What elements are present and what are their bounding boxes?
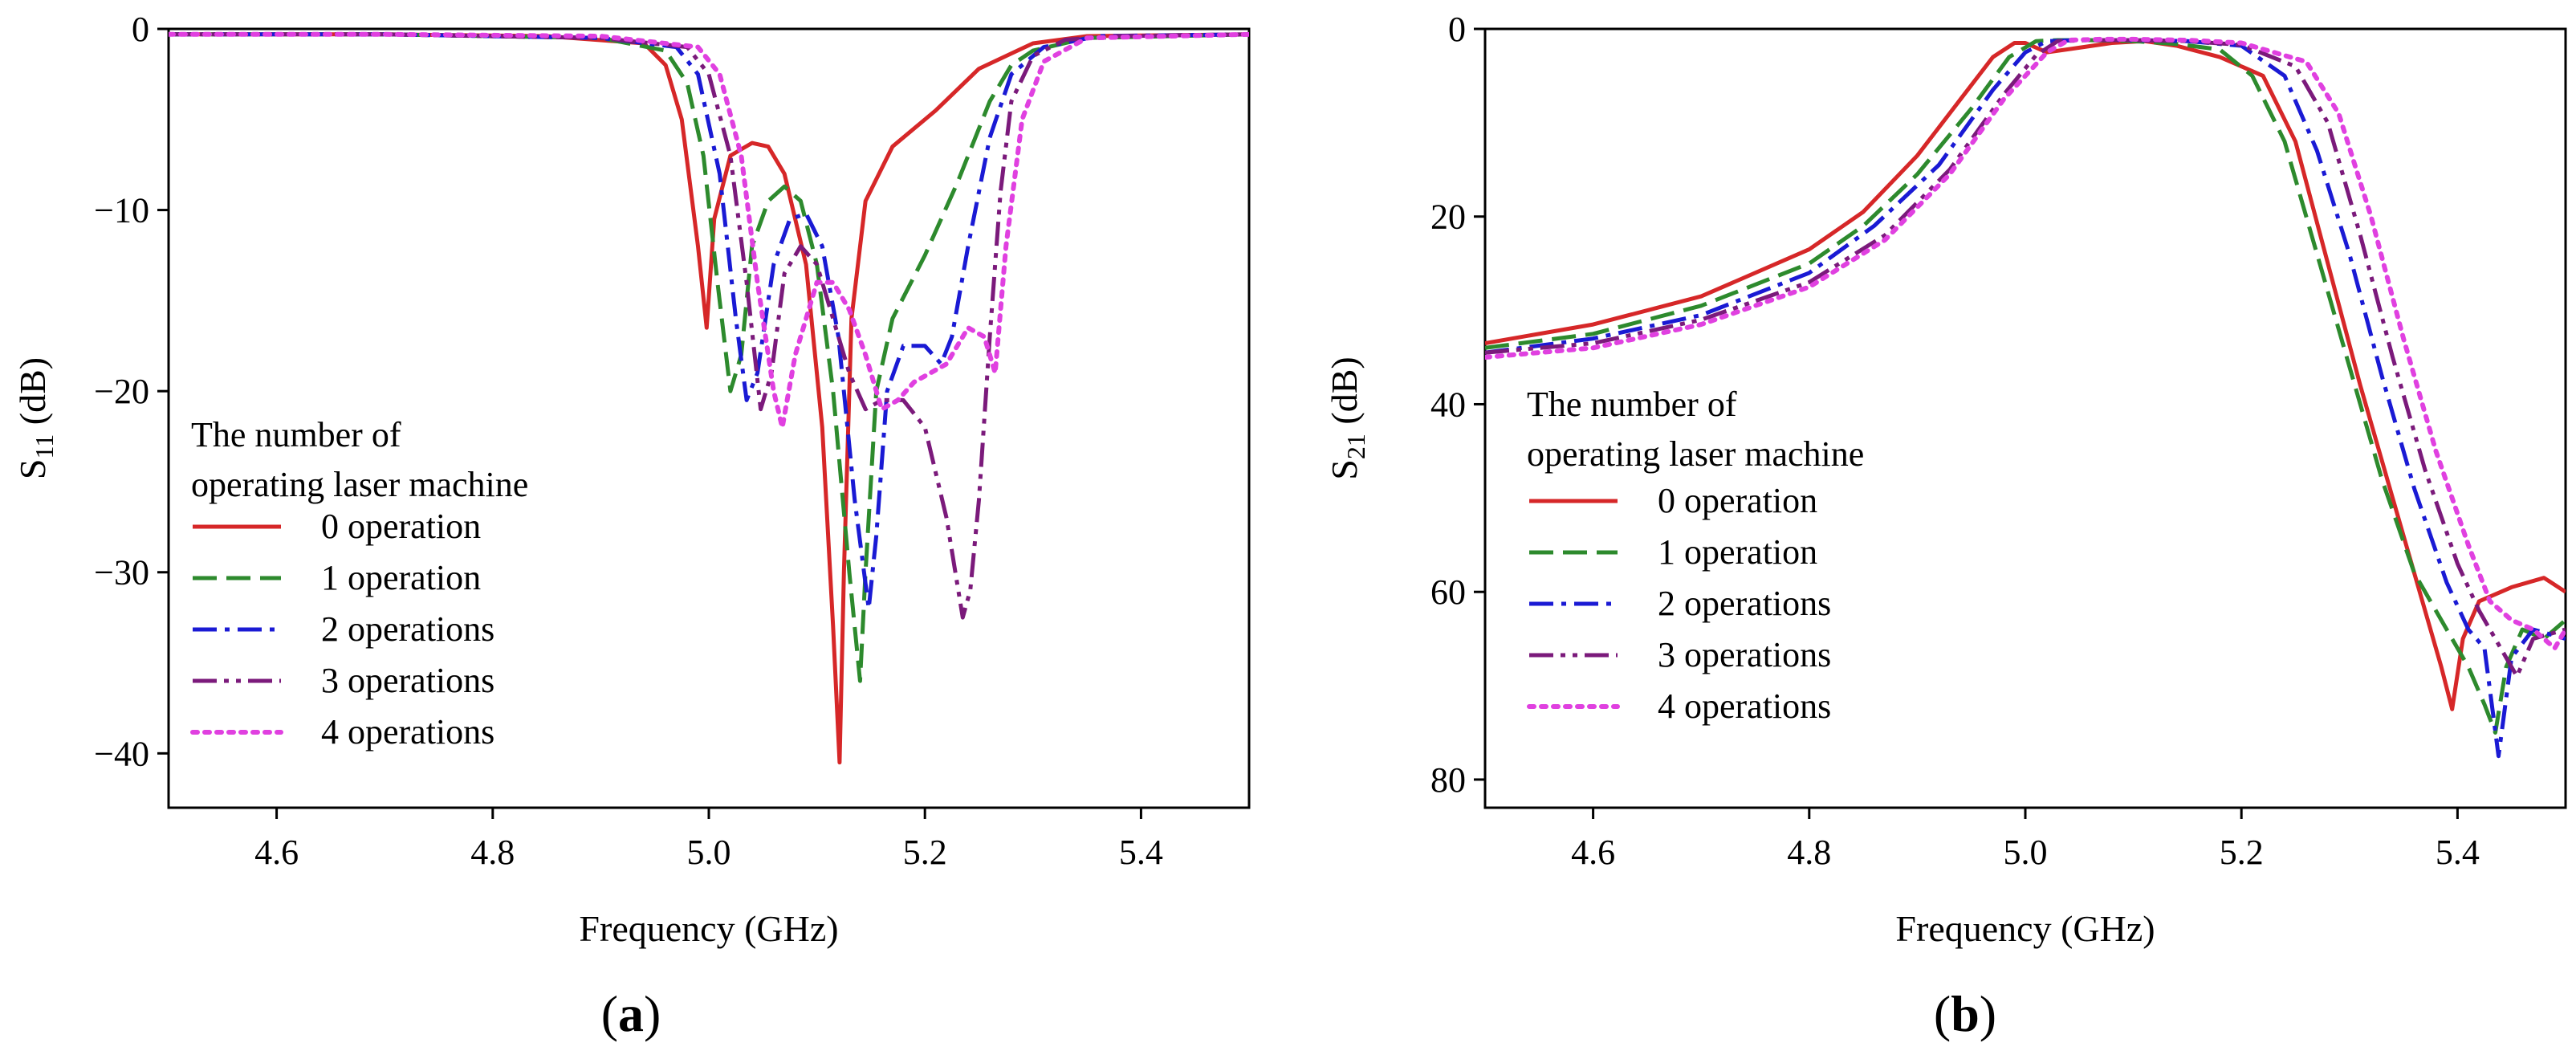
x-tick-label: 5.2 — [903, 833, 947, 872]
series-line-1 — [1485, 38, 2566, 735]
chart-panel-a: 0 −10 −20 −30 −40 4.6 4.8 5.0 5.2 5.4 Frequency … — [12, 10, 1251, 1042]
series-line-3 — [1485, 38, 2566, 678]
legend-entries-b: 0 operation 1 operation 2 operations 3 oper… — [1527, 481, 1831, 726]
legend-label-3: 3 operations — [321, 661, 494, 700]
legend-label-2: 2 operations — [1658, 584, 1831, 623]
y-axis-title-sub-b: 21 — [1341, 434, 1370, 459]
y-axis-title-unit-a: (dB) — [12, 357, 53, 434]
series-line-4 — [169, 31, 1249, 430]
series-line-2 — [1485, 38, 2566, 759]
y-axis-b: 0 20 40 60 80 — [1430, 10, 1485, 800]
legend-label-3: 3 operations — [1658, 635, 1831, 674]
x-tick-label: 4.8 — [470, 833, 515, 872]
series-line-4 — [1485, 36, 2566, 651]
series-line-2 — [169, 32, 1249, 611]
series-line-0 — [169, 32, 1249, 765]
y-axis-title-unit-b: (dB) — [1324, 356, 1365, 434]
x-tick-label: 5.0 — [687, 833, 731, 872]
series-line-0 — [1485, 39, 2566, 711]
x-axis-title-b: Frequency (GHz) — [1895, 908, 2155, 949]
legend-label-4: 4 operations — [321, 712, 494, 752]
y-axis-title-main-b: S — [1324, 459, 1365, 480]
y-tick-label: 60 — [1430, 572, 1466, 612]
panel-label-a: (a) — [601, 985, 661, 1042]
y-tick-label: 80 — [1430, 760, 1466, 800]
x-tick-label: 4.6 — [254, 833, 299, 872]
x-tick-label: 5.0 — [2004, 833, 2048, 872]
chart-panel-b: 0 20 40 60 80 4.6 4.8 5.0 5.2 5.4 Frequency (GHz… — [1324, 10, 2567, 1042]
x-axis-a: 4.6 4.8 5.0 5.2 5.4 — [254, 808, 1163, 872]
y-tick-label: −20 — [94, 372, 149, 411]
panel-label-b: (b) — [1934, 985, 1996, 1042]
y-axis-title-a: S11 (dB) — [12, 357, 59, 479]
x-axis-b: 4.6 4.8 5.0 5.2 5.4 — [1571, 808, 2480, 872]
x-tick-label: 5.4 — [2436, 833, 2480, 872]
x-tick-label: 4.8 — [1787, 833, 1831, 872]
legend-entries-a: 0 operation 1 operation 2 operations 3 oper… — [190, 507, 494, 752]
y-axis-a: 0 −10 −20 −30 −40 — [94, 10, 169, 773]
legend-label-0: 0 operation — [321, 507, 481, 546]
legend-label-1: 1 operation — [321, 558, 481, 597]
x-axis-title-a: Frequency (GHz) — [579, 908, 838, 949]
series-line-3 — [169, 32, 1249, 620]
series-group-b — [1485, 36, 2566, 759]
y-tick-label: −40 — [94, 734, 149, 773]
y-tick-label: 40 — [1430, 385, 1466, 424]
y-tick-label: 0 — [1448, 10, 1466, 49]
x-tick-label: 4.6 — [1571, 833, 1615, 872]
legend-label-2: 2 operations — [321, 609, 494, 649]
series-group-a — [169, 31, 1249, 765]
y-tick-label: 0 — [132, 10, 149, 49]
legend-label-1: 1 operation — [1658, 532, 1817, 572]
legend-title-line-2-a: operating laser machine — [191, 465, 528, 504]
legend-b: The number of operating laser machine 0 … — [1527, 385, 1864, 726]
legend-label-0: 0 operation — [1658, 481, 1817, 520]
legend-title-line-1-a: The number of — [191, 415, 401, 454]
legend-title-line-2-b: operating laser machine — [1527, 434, 1864, 474]
y-tick-label: −30 — [94, 553, 149, 593]
y-axis-title-main-a: S — [12, 459, 53, 480]
y-tick-label: −10 — [94, 191, 149, 230]
legend-title-line-1-b: The number of — [1527, 385, 1737, 424]
y-axis-title-b: S21 (dB) — [1324, 356, 1370, 479]
x-tick-label: 5.2 — [2220, 833, 2264, 872]
y-tick-label: 20 — [1430, 198, 1466, 237]
y-axis-title-sub-a: 11 — [30, 434, 59, 459]
x-tick-label: 5.4 — [1119, 833, 1163, 872]
legend-a: The number of operating laser machine 0 … — [190, 415, 528, 752]
legend-label-4: 4 operations — [1658, 686, 1831, 726]
